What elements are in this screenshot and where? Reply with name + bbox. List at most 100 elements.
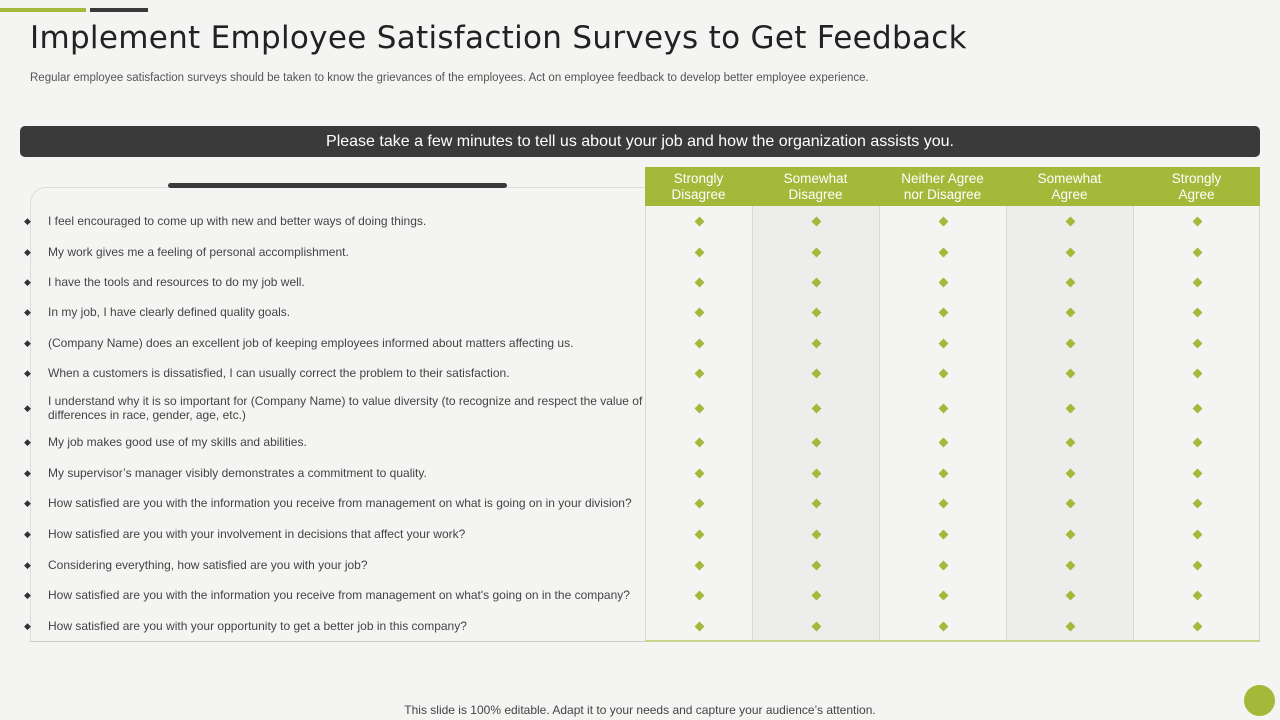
rating-option-icon[interactable] bbox=[938, 368, 949, 378]
rating-option-icon[interactable] bbox=[694, 307, 705, 317]
rating-option-icon[interactable] bbox=[1192, 307, 1203, 317]
rating-option-icon[interactable] bbox=[694, 437, 705, 447]
rating-option-icon[interactable] bbox=[694, 247, 705, 257]
question-row: ◆ How satisfied are you with your involve… bbox=[22, 526, 646, 542]
question-text: I understand why it is so important for … bbox=[48, 394, 643, 422]
rating-option-icon[interactable] bbox=[694, 590, 705, 600]
rating-option-icon[interactable] bbox=[1192, 560, 1203, 570]
rating-option-icon[interactable] bbox=[694, 529, 705, 539]
rating-option-icon[interactable] bbox=[1065, 403, 1076, 413]
question-row: ◆ I understand why it is so important for… bbox=[22, 393, 646, 423]
column-header-line1: Somewhat bbox=[783, 170, 848, 186]
rating-option-icon[interactable] bbox=[694, 368, 705, 378]
rating-option-icon[interactable] bbox=[811, 498, 822, 508]
rating-option-icon[interactable] bbox=[1192, 468, 1203, 478]
question-text: When a customers is dissatisfied, I can … bbox=[48, 366, 510, 380]
rating-option-icon[interactable] bbox=[938, 590, 949, 600]
page-subtitle: Regular employee satisfaction surveys sh… bbox=[30, 72, 869, 84]
rating-option-icon[interactable] bbox=[1065, 338, 1076, 348]
rating-option-icon[interactable] bbox=[1065, 277, 1076, 287]
rating-option-icon[interactable] bbox=[811, 621, 822, 631]
rating-option-icon[interactable] bbox=[1192, 621, 1203, 631]
diamond-bullet-icon: ◆ bbox=[24, 559, 31, 570]
rating-option-icon[interactable] bbox=[938, 338, 949, 348]
rating-option-icon[interactable] bbox=[811, 277, 822, 287]
rating-option-icon[interactable] bbox=[1065, 437, 1076, 447]
column-header-line2: Disagree bbox=[788, 186, 843, 202]
rating-option-icon[interactable] bbox=[811, 307, 822, 317]
rating-option-icon[interactable] bbox=[811, 247, 822, 257]
rating-option-icon[interactable] bbox=[694, 468, 705, 478]
rating-option-icon[interactable] bbox=[938, 498, 949, 508]
rating-option-icon[interactable] bbox=[1192, 529, 1203, 539]
rating-option-icon[interactable] bbox=[694, 498, 705, 508]
rating-option-icon[interactable] bbox=[1192, 216, 1203, 226]
rating-option-icon[interactable] bbox=[1065, 468, 1076, 478]
diamond-bullet-icon: ◆ bbox=[24, 467, 31, 478]
questions-panel-tab bbox=[168, 183, 507, 188]
rating-option-icon[interactable] bbox=[938, 216, 949, 226]
diamond-bullet-icon: ◆ bbox=[24, 402, 31, 413]
rating-option-icon[interactable] bbox=[1192, 498, 1203, 508]
rating-option-icon[interactable] bbox=[694, 560, 705, 570]
rating-option-icon[interactable] bbox=[938, 277, 949, 287]
rating-option-icon[interactable] bbox=[1065, 247, 1076, 257]
rating-option-icon[interactable] bbox=[811, 529, 822, 539]
rating-option-icon[interactable] bbox=[1065, 307, 1076, 317]
rating-option-icon[interactable] bbox=[938, 560, 949, 570]
rating-option-icon[interactable] bbox=[694, 216, 705, 226]
rating-option-icon[interactable] bbox=[1065, 590, 1076, 600]
rating-option-icon[interactable] bbox=[938, 247, 949, 257]
rating-option-icon[interactable] bbox=[1192, 277, 1203, 287]
column-header-line1: Strongly bbox=[1171, 170, 1222, 186]
rating-option-icon[interactable] bbox=[1192, 590, 1203, 600]
rating-option-icon[interactable] bbox=[811, 403, 822, 413]
rating-option-icon[interactable] bbox=[811, 368, 822, 378]
survey-banner: Please take a few minutes to tell us abo… bbox=[20, 126, 1260, 157]
rating-table: Strongly Disagree Somewhat Disagree Neither … bbox=[645, 167, 1260, 642]
rating-option-icon[interactable] bbox=[1192, 403, 1203, 413]
rating-option-icon[interactable] bbox=[811, 338, 822, 348]
rating-option-icon[interactable] bbox=[1065, 560, 1076, 570]
rating-option-icon[interactable] bbox=[1192, 368, 1203, 378]
diamond-bullet-icon: ◆ bbox=[24, 215, 31, 226]
question-text: How satisfied are you with the informati… bbox=[48, 496, 632, 510]
rating-option-icon[interactable] bbox=[938, 621, 949, 631]
question-row: ◆ My job makes good use of my skills and … bbox=[22, 434, 646, 450]
question-row: ◆ When a customers is dissatisfied, I can… bbox=[22, 365, 646, 381]
question-row: ◆ Considering everything, how satisfied a… bbox=[22, 557, 646, 573]
diamond-bullet-icon: ◆ bbox=[24, 620, 31, 631]
question-text: My work gives me a feeling of personal a… bbox=[48, 245, 349, 259]
rating-column-2 bbox=[879, 206, 1006, 640]
rating-option-icon[interactable] bbox=[938, 403, 949, 413]
rating-option-icon[interactable] bbox=[694, 277, 705, 287]
rating-option-icon[interactable] bbox=[1192, 338, 1203, 348]
rating-option-icon[interactable] bbox=[694, 403, 705, 413]
rating-option-icon[interactable] bbox=[811, 216, 822, 226]
question-row: ◆ My supervisor’s manager visibly demonst… bbox=[22, 465, 646, 481]
rating-option-icon[interactable] bbox=[811, 437, 822, 447]
question-text: How satisfied are you with your involvem… bbox=[48, 527, 466, 541]
rating-option-icon[interactable] bbox=[811, 468, 822, 478]
rating-option-icon[interactable] bbox=[1192, 247, 1203, 257]
rating-option-icon[interactable] bbox=[1065, 368, 1076, 378]
column-header-line2: nor Disagree bbox=[903, 186, 982, 202]
page-title: Implement Employee Satisfaction Surveys … bbox=[30, 20, 967, 56]
rating-option-icon[interactable] bbox=[938, 307, 949, 317]
rating-option-icon[interactable] bbox=[1192, 437, 1203, 447]
column-header-line2: Agree bbox=[1178, 186, 1215, 202]
question-text: My supervisor’s manager visibly demonstr… bbox=[48, 466, 427, 480]
question-row: ◆ How satisfied are you with the informat… bbox=[22, 495, 646, 511]
rating-option-icon[interactable] bbox=[1065, 216, 1076, 226]
rating-option-icon[interactable] bbox=[938, 468, 949, 478]
rating-option-icon[interactable] bbox=[811, 590, 822, 600]
rating-option-icon[interactable] bbox=[694, 621, 705, 631]
rating-option-icon[interactable] bbox=[1065, 529, 1076, 539]
rating-option-icon[interactable] bbox=[1065, 621, 1076, 631]
rating-option-icon[interactable] bbox=[938, 437, 949, 447]
rating-option-icon[interactable] bbox=[1065, 498, 1076, 508]
rating-option-icon[interactable] bbox=[811, 560, 822, 570]
accent-bar-dark bbox=[90, 8, 148, 12]
rating-option-icon[interactable] bbox=[694, 338, 705, 348]
rating-option-icon[interactable] bbox=[938, 529, 949, 539]
